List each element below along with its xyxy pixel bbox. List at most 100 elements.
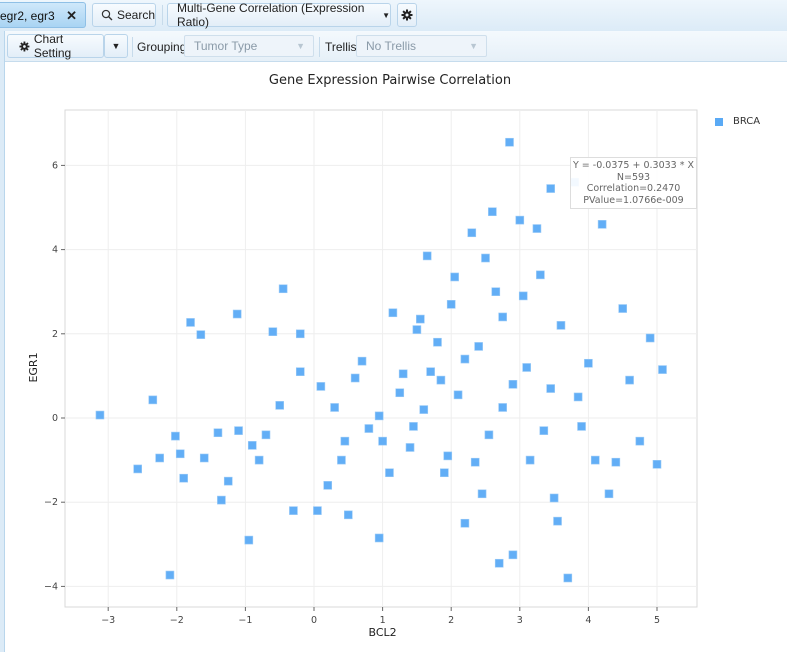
data-point <box>450 272 459 282</box>
trellis-value: No Trellis <box>366 39 417 53</box>
y-tick-label: −4 <box>44 581 58 592</box>
data-point <box>295 367 305 376</box>
y-tick-label: 2 <box>52 329 58 340</box>
x-tick-label: 5 <box>654 615 660 626</box>
data-point <box>186 318 195 327</box>
data-point <box>196 330 206 339</box>
data-point <box>549 493 559 503</box>
data-point <box>546 184 555 193</box>
search-button[interactable]: Search <box>92 3 156 27</box>
data-point <box>426 367 435 376</box>
data-point <box>563 573 573 583</box>
x-tick-label: −1 <box>238 615 252 626</box>
data-point <box>199 453 209 463</box>
caret-down-icon: ▼ <box>382 10 390 20</box>
data-point <box>556 321 566 330</box>
data-point <box>165 570 175 580</box>
data-point <box>133 464 142 474</box>
data-point <box>275 401 285 410</box>
data-point <box>323 481 333 490</box>
chart-title: Gene Expression Pairwise Correlation <box>268 73 512 88</box>
data-point <box>95 410 105 420</box>
x-axis-label: BCL2 <box>369 626 397 639</box>
data-point <box>398 369 408 379</box>
regression-n: N=593 <box>616 171 651 183</box>
legend-label: BRCA <box>733 116 761 127</box>
data-point <box>508 380 518 389</box>
data-point <box>175 449 185 459</box>
data-point <box>645 333 655 343</box>
data-point <box>505 137 514 147</box>
data-point <box>498 312 507 322</box>
data-point <box>532 224 542 233</box>
y-tick-label: −2 <box>44 497 58 508</box>
y-tick-label: 6 <box>52 160 58 171</box>
data-point <box>481 253 490 263</box>
data-point <box>337 455 346 465</box>
close-icon[interactable]: ✕ <box>66 8 77 23</box>
data-point <box>340 436 350 446</box>
regression-equation: Y = -0.0375 + 0.3033 * X <box>572 160 694 171</box>
data-point <box>518 291 528 301</box>
data-point <box>484 430 494 440</box>
data-point <box>433 337 442 347</box>
gene-tab[interactable]: egr2, egr3 ✕ <box>0 2 86 28</box>
analysis-type-label: Multi-Gene Correlation (Expression Ratio… <box>177 1 365 29</box>
data-point <box>155 453 164 463</box>
data-point <box>313 506 322 515</box>
caret-down-icon: ▼ <box>296 41 305 51</box>
x-tick-label: 0 <box>311 615 317 626</box>
data-point <box>491 287 501 297</box>
data-point <box>460 518 470 528</box>
divider <box>162 5 163 25</box>
x-tick-label: 1 <box>380 615 386 626</box>
data-point <box>295 329 305 339</box>
data-point <box>223 476 233 486</box>
divider <box>319 37 320 57</box>
data-point <box>419 405 429 414</box>
data-point <box>289 506 298 515</box>
data-point <box>374 411 384 421</box>
data-point <box>422 251 432 261</box>
data-point <box>573 392 583 402</box>
data-point <box>244 535 254 545</box>
data-point <box>553 516 562 526</box>
data-point <box>446 300 456 309</box>
data-point <box>395 388 405 398</box>
x-tick-label: −2 <box>170 615 184 626</box>
data-point <box>278 284 288 294</box>
data-point <box>409 422 418 431</box>
data-point <box>474 342 483 351</box>
x-tick-label: −3 <box>101 615 115 626</box>
gear-icon <box>401 9 413 21</box>
x-tick-label: 3 <box>517 615 523 626</box>
divider <box>132 37 133 57</box>
grouping-select[interactable]: Tumor Type ▼ <box>184 35 314 57</box>
analysis-type-dropdown[interactable]: Multi-Gene Correlation (Expression Ratio… <box>167 1 391 29</box>
trellis-label: Trellis <box>325 40 357 54</box>
x-tick-label: 2 <box>448 615 454 626</box>
caret-down-icon: ▼ <box>469 41 478 51</box>
data-point <box>405 443 415 452</box>
chart-setting-button[interactable]: Chart Setting <box>7 32 104 60</box>
data-point <box>498 403 507 412</box>
data-point <box>611 457 621 467</box>
grouping-label: Grouping <box>137 40 187 54</box>
chart-setting-dropdown[interactable]: ▼ <box>104 34 128 58</box>
data-point <box>488 207 497 217</box>
search-label: Search <box>116 8 155 22</box>
analysis-settings-button[interactable] <box>397 3 417 27</box>
data-point <box>584 358 593 368</box>
data-point <box>515 215 525 225</box>
data-point <box>357 356 367 366</box>
caret-down-icon: ▼ <box>111 41 121 51</box>
legend-item-brca[interactable]: BRCA <box>715 116 760 127</box>
data-point <box>148 395 158 405</box>
data-point <box>539 426 549 435</box>
data-point <box>330 403 339 412</box>
chart-setting-label: Chart Setting <box>33 32 72 60</box>
data-point <box>536 270 545 280</box>
trellis-select[interactable]: No Trellis ▼ <box>356 35 487 57</box>
data-point <box>385 468 394 478</box>
